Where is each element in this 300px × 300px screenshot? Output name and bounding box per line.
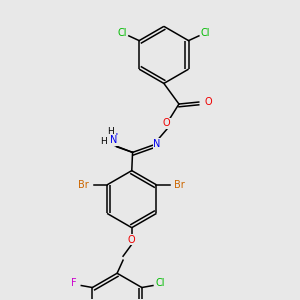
Text: O: O: [128, 235, 136, 244]
Text: Cl: Cl: [117, 28, 127, 38]
Text: N: N: [153, 139, 161, 149]
Text: N: N: [111, 133, 119, 143]
Text: H: H: [100, 137, 107, 146]
Text: Cl: Cl: [201, 28, 210, 38]
Text: O: O: [204, 97, 212, 107]
Text: Br: Br: [78, 180, 89, 190]
Text: Br: Br: [175, 180, 185, 190]
Text: N: N: [110, 136, 118, 146]
Text: H: H: [107, 127, 114, 136]
Text: Cl: Cl: [156, 278, 165, 288]
Text: O: O: [162, 118, 170, 128]
Text: F: F: [71, 278, 76, 288]
